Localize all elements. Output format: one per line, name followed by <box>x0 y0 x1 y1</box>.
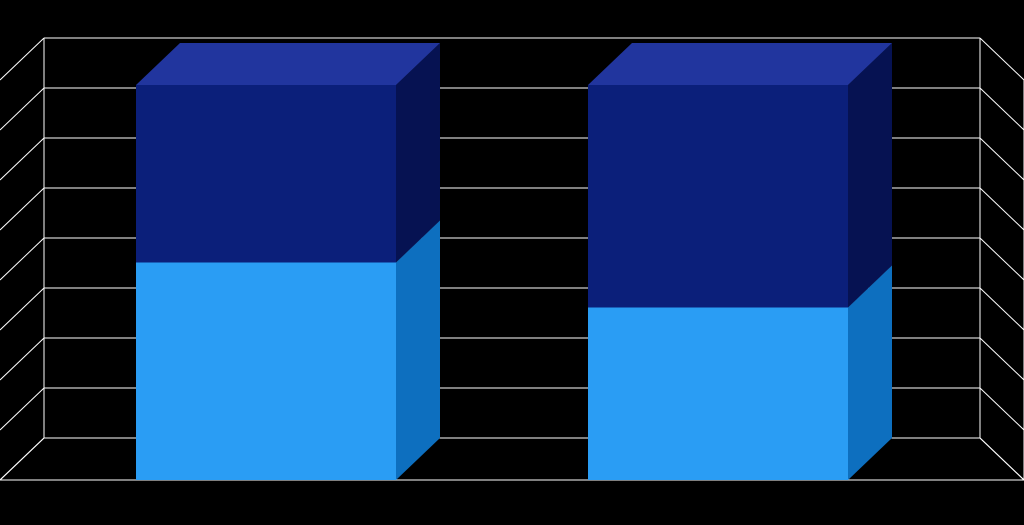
bar-A <box>136 43 440 480</box>
bar-A-seg-top-top <box>136 43 440 85</box>
bar-B-seg-top-side <box>848 43 892 308</box>
bar-B-seg-top-front <box>588 85 848 308</box>
bar-A-seg-bottom-front <box>136 263 396 481</box>
stacked-3d-bar-chart <box>0 0 1024 525</box>
bar-B-seg-top-top <box>588 43 892 85</box>
bar-A-seg-top-front <box>136 85 396 263</box>
bar-B <box>588 43 892 480</box>
bar-B-seg-bottom-front <box>588 308 848 481</box>
bar-A-seg-bottom-side <box>396 221 440 481</box>
